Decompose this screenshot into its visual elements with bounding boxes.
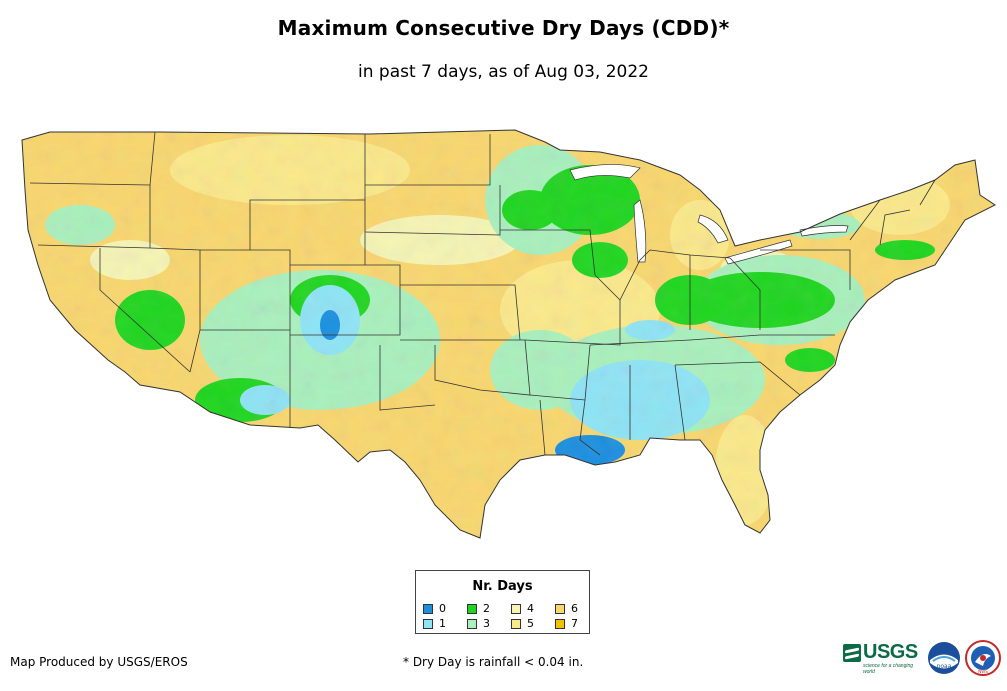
noaa-logo-icon: noaa <box>928 642 960 674</box>
lake-ontario <box>799 225 849 237</box>
lake-erie <box>724 239 793 265</box>
legend-label-5: 5 <box>527 617 534 630</box>
border-la-ms <box>539 399 601 456</box>
border-ok <box>400 339 531 396</box>
legend-swatch-7 <box>555 618 565 629</box>
legend-item-5: 5 <box>511 617 534 630</box>
border-ca-nv <box>99 248 191 373</box>
nws-logo-text: NWS <box>978 669 988 674</box>
map-title: Maximum Consecutive Dry Days (CDD)* <box>277 16 730 40</box>
border-ia <box>500 229 596 276</box>
legend-label-3: 3 <box>483 617 490 630</box>
legend-item-7: 7 <box>555 617 578 630</box>
legend-item-4: 4 <box>511 602 534 615</box>
legend-swatch-2 <box>467 603 477 614</box>
border-colorado <box>290 264 401 336</box>
border-pa-ny <box>760 249 851 290</box>
border-nv-ut <box>149 247 201 373</box>
border-tn-nc <box>589 334 835 346</box>
footnote-text: * Dry Day is rainfall < 0.04 in. <box>403 655 584 669</box>
lake-huron <box>697 214 729 244</box>
legend-swatch-3 <box>467 618 477 629</box>
us-cdd-map <box>21 129 996 539</box>
lake-michigan <box>633 199 647 263</box>
border-ut-co <box>250 249 291 330</box>
legend-swatch-4 <box>511 603 521 614</box>
legend: Nr. Days 0 1 2 3 4 5 6 7 <box>415 570 590 634</box>
border-ms-al-ga <box>629 364 686 441</box>
credit-text: Map Produced by USGS/EROS <box>10 655 188 669</box>
usgs-wave-icon <box>843 643 861 662</box>
border-tx-nm <box>379 345 436 411</box>
border-il-in-oh <box>619 249 731 301</box>
legend-swatch-5 <box>511 618 521 629</box>
legend-item-1: 1 <box>423 617 446 630</box>
border-ga-sc <box>674 361 801 396</box>
legend-item-0: 0 <box>423 602 446 615</box>
border-sd-ne <box>364 185 501 236</box>
legend-label-0: 0 <box>439 602 446 615</box>
noaa-logo-text: noaa <box>937 663 952 670</box>
legend-title: Nr. Days <box>472 579 533 594</box>
us-outline <box>21 129 996 539</box>
legend-label-4: 4 <box>527 602 534 615</box>
legend-swatch-1 <box>423 618 433 629</box>
legend-label-7: 7 <box>571 617 578 630</box>
legend-item-2: 2 <box>467 602 490 615</box>
map-subtitle: in past 7 days, as of Aug 03, 2022 <box>358 62 649 82</box>
legend-label-6: 6 <box>571 602 578 615</box>
usgs-tagline: science for a changing world <box>863 663 914 675</box>
legend-label-2: 2 <box>483 602 490 615</box>
border-oh-wv <box>729 257 761 330</box>
legend-item-6: 6 <box>555 602 578 615</box>
legend-swatch-0 <box>423 603 433 614</box>
lake-superior <box>569 164 641 181</box>
border-new-england <box>849 199 911 246</box>
nws-logo-icon: NWS <box>965 640 1001 676</box>
border-ne-ks <box>400 284 521 341</box>
legend-label-1: 1 <box>439 617 446 630</box>
legend-swatch-6 <box>555 603 565 614</box>
legend-item-3: 3 <box>467 617 490 630</box>
border-nh-me <box>919 179 936 206</box>
border-id-wy-mt <box>200 134 366 251</box>
usgs-logo: USGS science for a changing world <box>843 641 921 675</box>
usgs-logo-text: USGS <box>863 641 918 663</box>
border-mo <box>524 274 621 346</box>
border-nd-sd <box>365 134 491 186</box>
great-lakes <box>569 164 849 265</box>
state-borders <box>29 131 936 456</box>
